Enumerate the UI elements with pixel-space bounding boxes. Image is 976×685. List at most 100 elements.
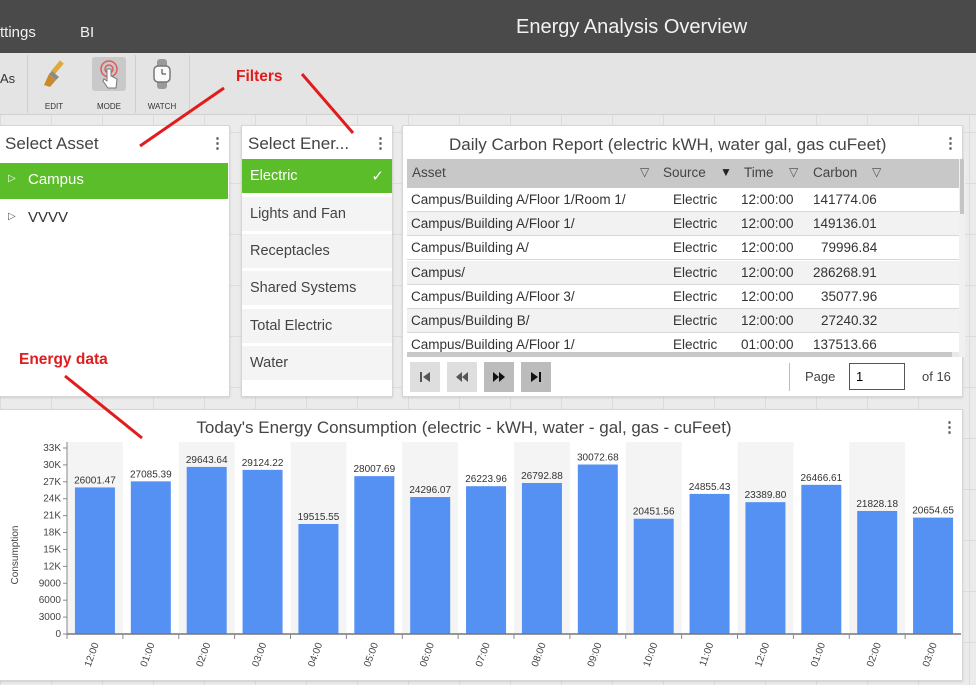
vertical-scrollbar[interactable] [959,159,965,357]
bar[interactable] [298,524,339,634]
bar[interactable] [801,484,842,634]
energy-filter-panel: Select Ener... ⋮ Electric ✓ Lights and F… [241,125,393,397]
page-number-input[interactable] [849,363,905,390]
bar[interactable] [913,517,954,634]
bar[interactable] [857,510,898,634]
scrollbar-thumb[interactable] [960,159,964,214]
bar[interactable] [466,486,507,634]
previous-page-button[interactable] [447,362,477,392]
energy-consumption-chart-panel: ⋮ Today's Energy Consumption (electric -… [0,409,963,681]
table-row[interactable]: Campus/Building A/Floor 1/Room 1/ Electr… [407,188,959,212]
bar[interactable] [242,469,283,634]
cell-asset: Campus/Building A/Floor 1/ [411,216,575,231]
bar[interactable] [186,466,227,634]
expand-arrow-icon[interactable]: ▷ [8,211,16,222]
filter-active-icon[interactable]: ▼ [720,165,732,179]
x-tick-label: 12:00 [83,641,102,669]
energy-item-electric[interactable]: Electric ✓ [242,159,392,195]
energy-item-shared-systems[interactable]: Shared Systems [242,271,392,307]
expand-arrow-icon[interactable]: ▷ [8,173,16,184]
table-row[interactable]: Campus/Building B/ Electric 12:00:00 272… [407,309,959,333]
bar[interactable] [74,487,115,634]
bar[interactable] [130,481,171,634]
data-label: 29643.64 [186,455,228,466]
cell-carbon: 27240.32 [821,313,878,328]
bar[interactable] [689,493,730,634]
previous-page-icon [456,372,468,382]
x-tick-label: 11:00 [698,641,717,668]
bar[interactable] [745,502,786,634]
energy-item-total-electric[interactable]: Total Electric [242,309,392,345]
table-row[interactable]: Campus/Building A/Floor 1/ Electric 12:0… [407,212,959,236]
column-header-carbon[interactable]: Carbon [813,165,858,180]
more-options-icon[interactable]: ⋮ [942,419,957,436]
filter-icon[interactable]: ▽ [789,165,799,179]
x-tick-label: 03:00 [250,641,269,669]
bar[interactable] [410,497,451,634]
filter-icon[interactable]: ▽ [640,165,650,179]
x-tick-label: 02:00 [865,641,884,669]
more-options-icon[interactable]: ⋮ [210,135,225,152]
asset-panel-title: Select Asset [5,134,99,153]
column-header-source[interactable]: Source [663,165,706,180]
cell-carbon: 35077.96 [821,289,878,304]
table-row[interactable]: Campus/ Electric 12:00:00 286268.91 [407,261,959,285]
title-bar: ttings BI Energy Analysis Overview [0,0,976,53]
table-row[interactable]: Campus/Building A/Floor 3/ Electric 12:0… [407,285,959,309]
energy-item-water[interactable]: Water [242,346,392,382]
tree-item-vvvv[interactable]: ▷ VVVV [0,201,228,237]
carbon-report-panel: Daily Carbon Report (electric kWH, water… [402,125,965,397]
first-page-button[interactable] [410,362,440,392]
filter-icon[interactable]: ▽ [872,165,882,179]
y-tick-label: 12K [43,561,61,572]
report-title: Daily Carbon Report (electric kWH, water… [449,135,887,154]
cell-asset: Campus/Building A/Floor 1/Room 1/ [411,192,626,207]
pager-separator [789,363,790,391]
more-options-icon[interactable]: ⋮ [943,135,958,152]
watch-button[interactable]: WATCH [137,53,187,115]
tree-item-campus[interactable]: ▷ Campus [0,163,228,199]
y-tick-label: 18K [43,528,61,539]
cell-time: 12:00:00 [741,216,794,231]
y-tick-label: 33K [43,443,61,454]
bar[interactable] [577,464,618,634]
save-as-button-fragment[interactable]: As [0,71,16,86]
horizontal-scrollbar[interactable] [407,352,959,357]
data-label: 21828.18 [856,499,898,510]
data-label: 26466.61 [800,473,842,484]
energy-item-label: Electric [250,168,298,184]
bar[interactable] [633,518,674,634]
cell-time: 12:00:00 [741,265,794,280]
menu-settings[interactable]: ttings [0,24,36,41]
mode-button[interactable]: MODE [84,53,134,115]
table-row[interactable]: Campus/Building A/ Electric 12:00:00 799… [407,236,959,260]
data-label: 26223.96 [465,474,507,485]
more-options-icon[interactable]: ⋮ [373,135,388,152]
toolbar-separator [189,55,190,113]
column-header-asset[interactable]: Asset [412,165,446,180]
toolbar-separator [135,55,136,113]
column-header-time[interactable]: Time [744,165,774,180]
last-page-button[interactable] [521,362,551,392]
x-tick-label: 06:00 [418,641,437,669]
edit-button[interactable]: EDIT [29,53,79,115]
data-label: 24296.07 [409,485,451,496]
next-page-button[interactable] [484,362,514,392]
cell-source: Electric [673,240,718,255]
cell-asset: Campus/Building A/ [411,240,529,255]
bar[interactable] [521,482,562,634]
scrollbar-thumb[interactable] [407,352,952,357]
x-tick-label: 07:00 [474,641,493,669]
energy-item-lights-and-fan[interactable]: Lights and Fan [242,197,392,233]
energy-item-receptacles[interactable]: Receptacles [242,234,392,270]
y-tick-label: 30K [43,460,61,471]
chart-title: Today's Energy Consumption (electric - k… [196,418,731,437]
check-icon: ✓ [371,168,384,185]
cell-source: Electric [673,337,718,352]
bar[interactable] [354,476,395,634]
energy-item-label: Water [250,355,289,371]
cell-source: Electric [673,313,718,328]
menu-bi[interactable]: BI [80,24,95,41]
annotation-filters: Filters [236,68,283,85]
table-row[interactable]: Campus/Building A/Floor 1/ Electric 01:0… [407,333,959,353]
